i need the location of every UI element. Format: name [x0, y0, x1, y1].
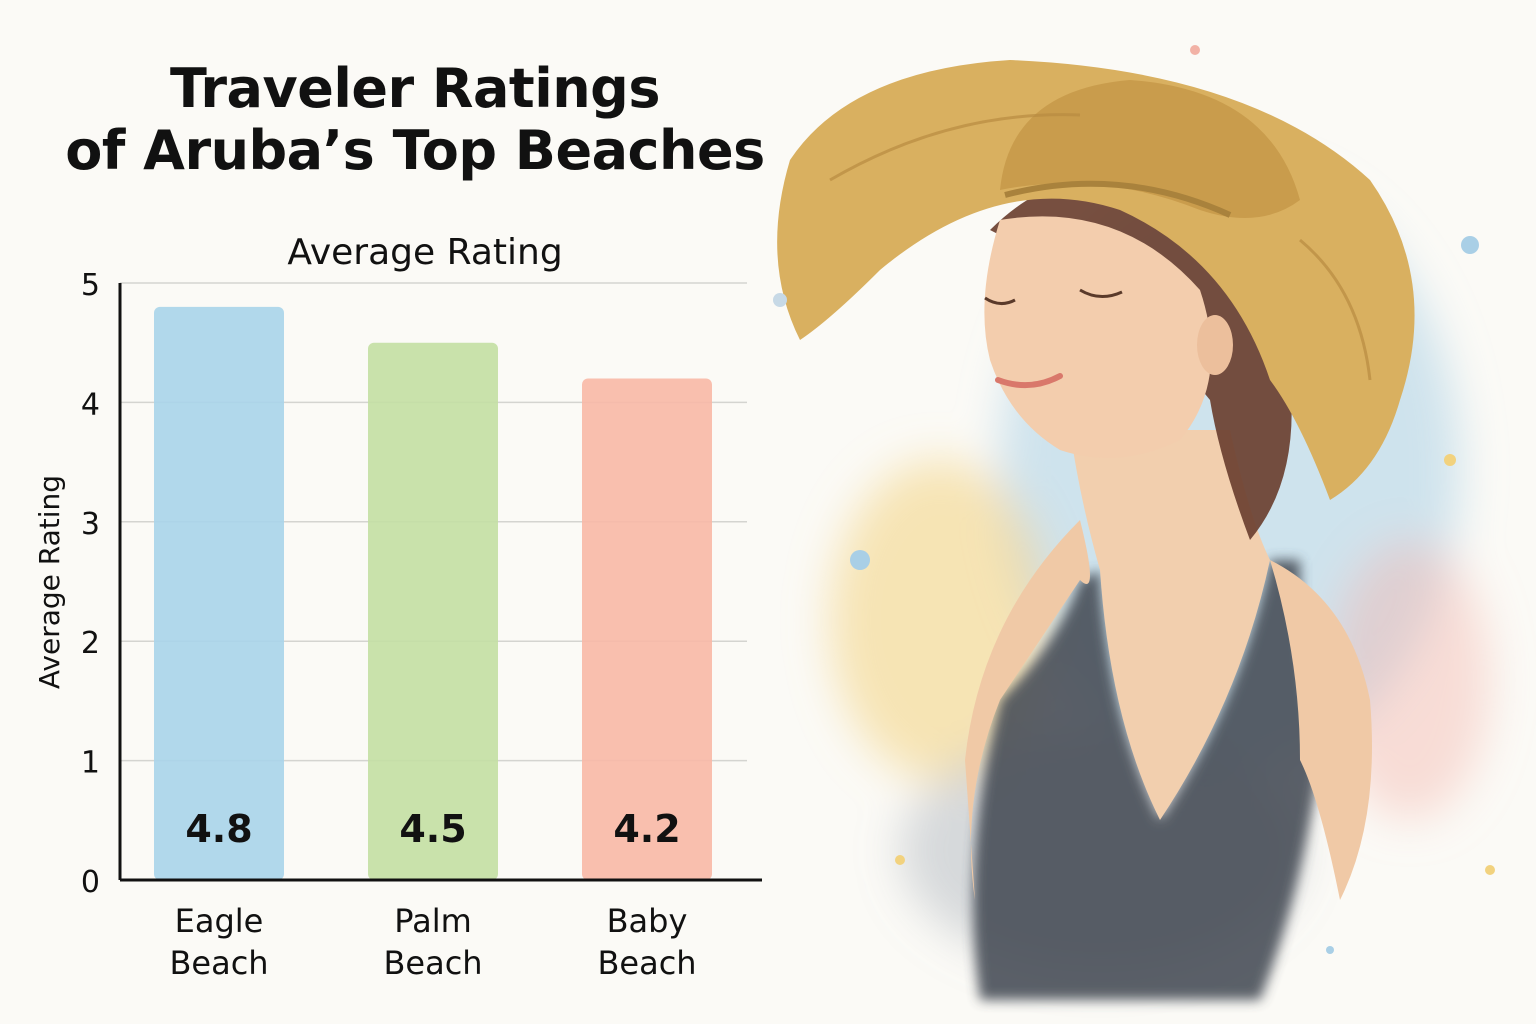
ear — [1197, 315, 1233, 375]
y-tick-1: 1 — [81, 746, 100, 781]
category-label-0-1: Beach — [169, 944, 268, 982]
chart-title-line-1: Traveler Ratings — [170, 57, 660, 120]
straw-hat — [777, 60, 1415, 500]
paint-speckles — [773, 45, 1495, 954]
category-label-2-1: Beach — [597, 944, 696, 982]
smile — [995, 373, 1063, 389]
shoulders — [965, 520, 1090, 900]
category-label-2-0: Baby — [607, 902, 688, 940]
bar-chart: 4.8 Eagle Beach 4.5 Palm Beach 4.2 Baby Beach 0 1 2… — [81, 268, 762, 982]
category-label-1-1: Beach — [383, 944, 482, 982]
neck-chest — [1070, 430, 1270, 820]
woman-figure — [965, 176, 1372, 1000]
closed-eye — [984, 296, 1016, 305]
category-label-1-0: Palm — [394, 902, 472, 940]
face — [984, 216, 1212, 458]
bar-2 — [582, 378, 712, 880]
data-label-2: 4.2 — [613, 807, 680, 851]
chart-title-line-2: of Aruba’s Top Beaches — [65, 119, 765, 182]
y-tick-3: 3 — [81, 507, 100, 542]
data-label-0: 4.8 — [185, 807, 252, 851]
data-label-1: 4.5 — [399, 807, 466, 851]
chart-subtitle: Average Rating — [287, 232, 563, 273]
chart-title: Traveler Ratings of Aruba’s Top Beaches — [60, 58, 770, 182]
y-tick-4: 4 — [81, 387, 100, 422]
bar-1 — [368, 342, 498, 880]
y-tick-5: 5 — [81, 268, 100, 303]
y-tick-2: 2 — [81, 626, 100, 661]
category-label-0-0: Eagle — [175, 902, 264, 940]
bar-0 — [154, 306, 284, 880]
tank-top — [973, 560, 1320, 1000]
y-tick-0: 0 — [81, 865, 100, 900]
